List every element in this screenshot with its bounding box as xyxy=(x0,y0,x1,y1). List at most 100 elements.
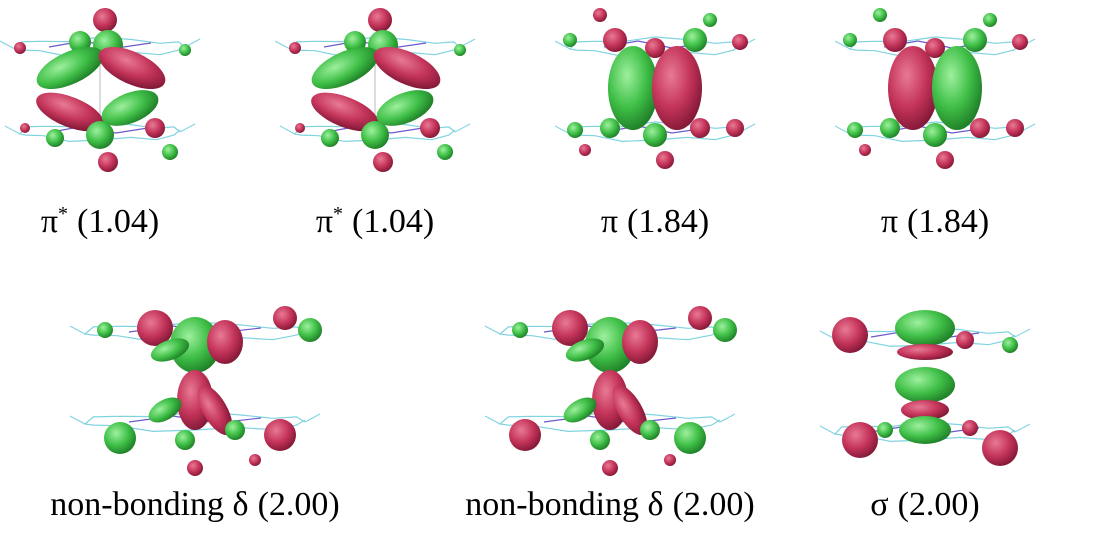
orbital-lobe xyxy=(509,419,541,451)
orbital-lobe xyxy=(688,306,712,330)
orbital-lobe xyxy=(321,129,339,147)
orbital-lobe xyxy=(373,152,393,172)
orbital-lobe xyxy=(963,28,987,52)
orbital-lobe xyxy=(225,420,245,440)
orbital-lobe xyxy=(93,8,117,32)
orbital-lobe xyxy=(843,33,857,47)
orbital-lobe xyxy=(20,123,30,133)
orbital-lobe xyxy=(1006,119,1024,137)
orbital-lobe xyxy=(567,122,583,138)
molecule-frame xyxy=(305,414,320,422)
orbital-lobe xyxy=(608,46,658,130)
orbital-lobe xyxy=(652,46,702,130)
orbital-lobe xyxy=(1002,337,1018,353)
orbital-lobe xyxy=(14,42,26,54)
superscript: * xyxy=(333,203,343,225)
orbital-lobe xyxy=(640,420,660,440)
orbital-symbol: π xyxy=(881,203,898,240)
orbital-lobe xyxy=(883,28,907,52)
figure: π*(1.04)π*(1.04)π(1.84)π(1.84)non-bondin… xyxy=(0,0,1099,533)
orbital-lobe xyxy=(888,46,938,130)
molecule-frame xyxy=(485,326,500,334)
orbital-lobe xyxy=(437,144,453,160)
molecule-frame xyxy=(70,416,85,424)
orbital-symbol: non-bonding δ xyxy=(50,486,248,523)
orbital-symbol: σ xyxy=(870,486,888,523)
orbital-lobe xyxy=(656,151,674,169)
orbital-lobe xyxy=(207,320,243,364)
orbital-lobe xyxy=(832,317,868,353)
orbital-lobe xyxy=(264,419,296,451)
orbital-lobe xyxy=(602,460,618,476)
molecule-frame xyxy=(5,126,20,134)
orbital-lobe xyxy=(880,118,900,138)
molecule-frame xyxy=(820,426,835,434)
orbital-lobe xyxy=(1012,34,1028,50)
orbital-symbol: non-bonding δ xyxy=(465,486,663,523)
orbital-lobe xyxy=(295,123,305,133)
orbital-lobe xyxy=(273,306,297,330)
orbital-lobe xyxy=(600,118,620,138)
orbital-lobe xyxy=(970,118,990,138)
orbital-symbol: π xyxy=(601,203,618,240)
orbital-lobe xyxy=(674,422,706,454)
orbital-lobe xyxy=(895,367,955,403)
occupation-number: (2.00) xyxy=(258,486,340,523)
orbital-lobe xyxy=(873,8,887,22)
orbital-lobe xyxy=(368,8,392,32)
orbital-label: non-bonding δ(2.00) xyxy=(465,486,754,523)
orbital-lobe xyxy=(98,152,118,172)
orbital-lobe xyxy=(956,331,974,349)
superscript: * xyxy=(58,203,68,225)
orbital-lobe xyxy=(361,121,389,149)
molecule-frame xyxy=(455,124,470,132)
orbital-lobe xyxy=(590,430,610,450)
orbital-label: π* (1.04) xyxy=(41,203,159,240)
molecule-frame xyxy=(280,126,295,134)
orbital-symbol: π xyxy=(316,203,333,240)
orbital-lobe xyxy=(104,422,136,454)
orbital-lobe xyxy=(932,46,982,130)
molecule-frame xyxy=(180,124,195,132)
orbital-label: π* (1.04) xyxy=(316,203,434,240)
orbital-lobe xyxy=(899,416,951,444)
orbital-lobe xyxy=(603,28,627,52)
molecule-frame xyxy=(1015,424,1030,432)
occupation-number: (1.04) xyxy=(77,203,159,240)
orbital-label: σ (2.00) xyxy=(870,486,979,523)
orbital-lobe xyxy=(664,454,676,466)
orbital-lobe xyxy=(289,42,301,54)
orbital-lobe xyxy=(563,33,577,47)
orbital-lobe xyxy=(877,422,893,438)
orbital-lobe xyxy=(847,122,863,138)
orbital-lobe xyxy=(936,151,954,169)
occupation-number: (1.04) xyxy=(352,203,434,240)
orbital-lobe xyxy=(593,8,607,22)
orbital-symbol: π xyxy=(41,203,58,240)
orbital-lobe xyxy=(298,318,322,342)
occupation-number: (2.00) xyxy=(898,486,980,523)
orbital-lobe xyxy=(683,28,707,52)
orbital-lobe xyxy=(86,121,114,149)
orbital-lobe xyxy=(962,420,978,436)
orbital-lobe xyxy=(46,129,64,147)
orbital-lobe xyxy=(732,34,748,50)
orbital-lobe xyxy=(145,118,165,138)
orbital-lobe xyxy=(162,144,178,160)
orbital-lobe xyxy=(187,460,203,476)
occupation-number: (1.84) xyxy=(907,203,989,240)
orbital-lobe xyxy=(179,44,191,56)
molecule-frame xyxy=(275,41,290,49)
orbital-label: π(1.84) xyxy=(601,203,709,240)
orbital-lobe xyxy=(690,118,710,138)
orbital-lobe xyxy=(859,144,871,156)
orbital-lobe xyxy=(249,454,261,466)
orbital-lobe xyxy=(983,13,997,27)
orbital-lobe xyxy=(97,322,113,338)
molecule-frame xyxy=(1015,329,1030,337)
orbital-lobe xyxy=(512,322,528,338)
orbital-lobe xyxy=(897,344,953,360)
orbital-lobe xyxy=(420,118,440,138)
orbital-lobe xyxy=(713,318,737,342)
orbital-lobe xyxy=(923,123,947,147)
